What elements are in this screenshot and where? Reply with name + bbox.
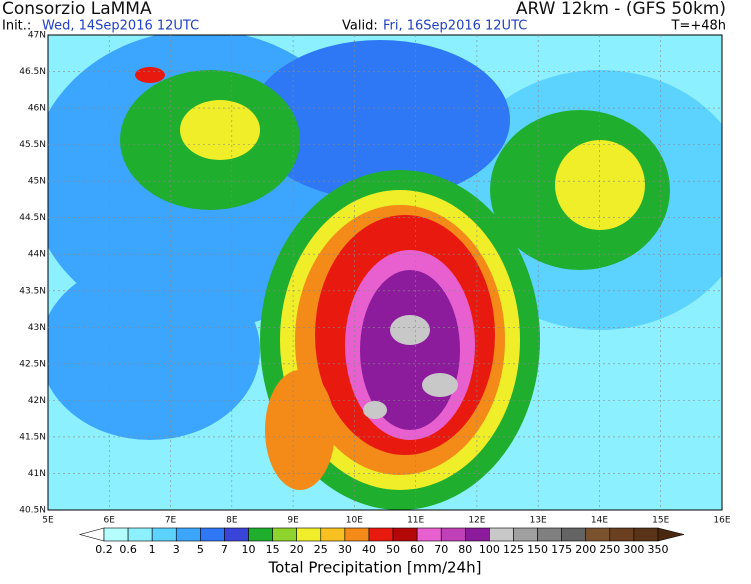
colorbar-box: [368, 527, 394, 542]
colorbar-title: Total Precipitation [mm/24h]: [268, 559, 482, 577]
lon-label: 5E: [42, 516, 54, 526]
model: ARW 12km - (GFS 50km): [516, 0, 726, 19]
lat-label: 40.5N: [19, 506, 46, 516]
lon-label: 11E: [407, 516, 424, 526]
lat-label: 43N: [28, 323, 46, 333]
colorbar-label: 25: [314, 543, 328, 556]
lon-label: 10E: [346, 516, 363, 526]
valid-label: Valid:: [342, 19, 378, 34]
lat-label: 44.5N: [19, 213, 46, 223]
lon-label: 16E: [713, 516, 730, 526]
colorbar-box: [272, 527, 297, 542]
colorbar-label: 7: [221, 543, 228, 556]
title: Consorzio LaMMA: [2, 0, 152, 19]
colorbar-box: [151, 527, 177, 542]
colorbar-box: [103, 527, 129, 542]
lat-label: 47N: [28, 31, 46, 41]
lon-label: 7E: [165, 516, 177, 526]
colorbar-box: [489, 527, 514, 542]
colorbar-label: 0.2: [95, 543, 113, 556]
lat-label: 41.5N: [19, 432, 46, 442]
lon-label: 12E: [468, 516, 485, 526]
lat-label: 46.5N: [19, 67, 46, 77]
lat-label: 42.5N: [19, 359, 46, 369]
lat-label: 46N: [28, 104, 46, 114]
colorbar-box: [344, 527, 370, 542]
lon-label: 8E: [226, 516, 238, 526]
colorbar-box: [296, 527, 322, 542]
lon-label: 14E: [591, 516, 608, 526]
colorbar-label: 100: [479, 543, 500, 556]
colorbar-box: [633, 527, 659, 542]
colorbar-label: 20: [290, 543, 304, 556]
colorbar-label: 40: [362, 543, 376, 556]
colorbar-label: 150: [527, 543, 548, 556]
lon-label: 9E: [287, 516, 299, 526]
colorbar-box: [127, 527, 153, 542]
colorbar-box: [585, 527, 611, 542]
valid-time: Fri, 16Sep2016 12UTC: [383, 19, 527, 34]
colorbar-box: [440, 527, 466, 542]
colorbar-arrow: [78, 527, 105, 542]
colorbar-label: 350: [648, 543, 669, 556]
colorbar-arrow: [657, 527, 685, 542]
colorbar-box: [537, 527, 562, 542]
lead-time: T=+48h: [670, 19, 726, 34]
lat-label: 45.5N: [19, 140, 46, 150]
colorbar-label: 50: [386, 543, 400, 556]
init-label: Init.:: [2, 19, 31, 34]
colorbar-label: 1: [149, 543, 156, 556]
colorbar-box: [465, 527, 490, 542]
colorbar-label: 200: [575, 543, 596, 556]
lon-label: 15E: [652, 516, 669, 526]
colorbar-box: [561, 527, 587, 542]
colorbar-label: 30: [338, 543, 352, 556]
colorbar-label: 10: [242, 543, 256, 556]
colorbar-label: 70: [434, 543, 448, 556]
colorbar-box: [320, 527, 346, 542]
lat-label: 44N: [28, 250, 46, 260]
colorbar-label: 80: [458, 543, 472, 556]
colorbar-box: [513, 527, 538, 542]
lon-label: 13E: [530, 516, 547, 526]
colorbar-label: 3: [173, 543, 180, 556]
colorbar-box: [175, 527, 201, 542]
colorbar-label: 15: [266, 543, 280, 556]
colorbar-label: 60: [410, 543, 424, 556]
colorbar-label: 0.6: [119, 543, 137, 556]
colorbar-box: [224, 527, 249, 542]
colorbar-box: [609, 527, 635, 542]
colorbar-label: 175: [551, 543, 572, 556]
colorbar-box: [200, 527, 225, 542]
colorbar-box: [248, 527, 273, 542]
init-time: Wed, 14Sep2016 12UTC: [42, 19, 199, 34]
lat-label: 42N: [28, 396, 46, 406]
colorbar-label: 300: [623, 543, 644, 556]
lat-label: 43.5N: [19, 286, 46, 296]
lon-label: 6E: [104, 516, 116, 526]
colorbar-box: [416, 527, 442, 542]
lat-label: 45N: [28, 177, 46, 187]
colorbar-label: 125: [503, 543, 524, 556]
colorbar-label: 5: [197, 543, 204, 556]
colorbar-box: [392, 527, 418, 542]
colorbar-label: 250: [599, 543, 620, 556]
precip-field: [47, 34, 723, 511]
lat-label: 41N: [28, 469, 46, 479]
